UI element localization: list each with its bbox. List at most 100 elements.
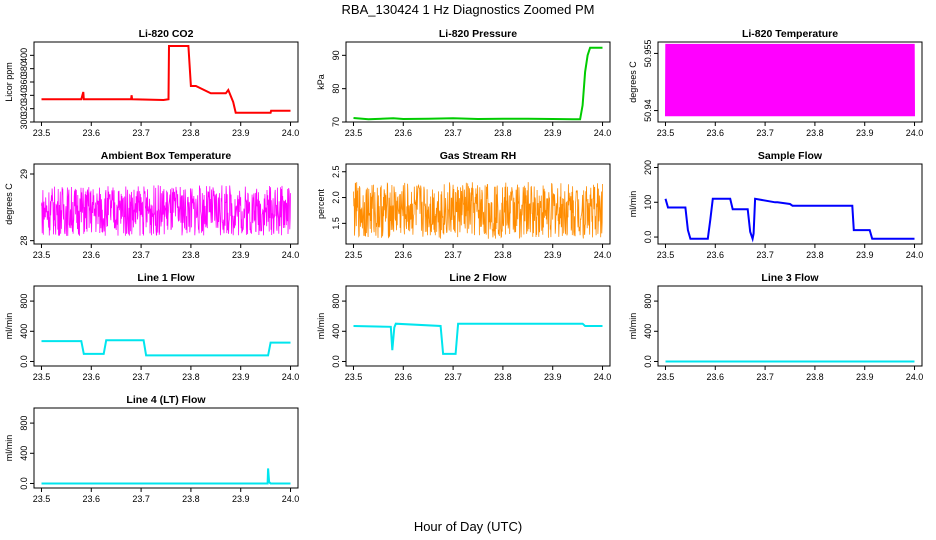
series-line (41, 45, 291, 114)
plot-frame (345, 285, 611, 367)
x-tick-label: 23.5 (657, 250, 675, 260)
y-tick-label: 300 (19, 114, 29, 129)
panel-title: Line 2 Flow (449, 272, 507, 284)
y-tick-label: 0.0 (643, 355, 653, 368)
x-tick-label: 24.0 (282, 128, 300, 138)
figure-title: RBA_130424 1 Hz Diagnostics Zoomed PM (342, 2, 595, 17)
plot-frame (657, 163, 923, 245)
y-tick-label: 2.5 (331, 165, 341, 178)
plot-frame (33, 285, 299, 367)
x-tick-label: 24.0 (906, 128, 924, 138)
x-tick-label: 23.8 (494, 372, 512, 382)
x-tick-label: 23.9 (232, 372, 250, 382)
panel: Li-820 CO2 Licor ppm 23.5 23.6 23.7 23.8 23.9 2… (4, 28, 299, 138)
y-axis-label: kPa (316, 74, 326, 90)
panel-title: Li-820 CO2 (139, 28, 194, 40)
y-tick-label: 90 (331, 50, 341, 60)
y-tick-label: 400 (331, 324, 341, 339)
x-tick-label: 23.6 (83, 128, 101, 138)
panel: Li-820 Temperature degrees C 23.5 23.6 23.7 2… (628, 28, 923, 138)
y-axis-label: degrees C (4, 183, 14, 225)
x-tick-label: 23.7 (132, 372, 150, 382)
data-series (41, 185, 291, 236)
data-series (353, 322, 603, 355)
x-tick-label: 24.0 (906, 372, 924, 382)
series-line (41, 339, 291, 357)
panel-title: Ambient Box Temperature (101, 150, 232, 162)
x-tick-label: 23.8 (182, 494, 200, 504)
series-line (353, 46, 603, 121)
x-tick-label: 23.8 (182, 128, 200, 138)
y-tick-label: 28 (19, 236, 29, 246)
x-tick-label: 23.6 (707, 372, 725, 382)
y-axis-label: percent (316, 188, 326, 219)
y-tick-label: 70 (331, 117, 341, 127)
series-line (353, 182, 603, 239)
series-line (353, 322, 603, 355)
x-tick-label: 23.6 (83, 250, 101, 260)
data-series (353, 46, 603, 121)
y-tick-label: 100 (643, 195, 653, 210)
y-tick-label: 380 (19, 61, 29, 76)
y-tick-label: 800 (19, 416, 29, 431)
x-tick-label: 23.6 (707, 128, 725, 138)
data-series (664, 197, 915, 243)
series-line (664, 197, 915, 243)
x-tick-label: 23.5 (657, 372, 675, 382)
x-tick-label: 24.0 (594, 250, 612, 260)
plot-frame (345, 41, 611, 123)
x-tick-label: 23.9 (544, 250, 562, 260)
x-tick-label: 23.5 (345, 128, 363, 138)
x-tick-label: 23.9 (544, 128, 562, 138)
panel: Li-820 Pressure kPa 23.5 23.6 23.7 23.8 23.9 24… (316, 28, 611, 138)
x-tick-label: 24.0 (594, 372, 612, 382)
data-series (353, 182, 603, 239)
x-tick-label: 24.0 (282, 494, 300, 504)
x-tick-label: 23.5 (33, 372, 51, 382)
x-tick-label: 23.6 (83, 372, 101, 382)
x-tick-label: 23.5 (345, 250, 363, 260)
x-tick-label: 23.7 (444, 250, 462, 260)
y-tick-label: 80 (331, 84, 341, 94)
y-tick-label: 400 (19, 446, 29, 461)
x-tick-label: 23.7 (132, 250, 150, 260)
x-tick-label: 24.0 (282, 250, 300, 260)
panel: Line 1 Flow ml/min 23.5 23.6 23.7 23.8 23.9 24.… (4, 272, 299, 382)
data-series (41, 468, 291, 485)
x-tick-label: 24.0 (906, 250, 924, 260)
plot-frame (33, 407, 299, 489)
panel-title: Li-820 Temperature (742, 28, 838, 40)
panel: Gas Stream RH percent 23.5 23.6 23.7 23.8 23.9… (316, 150, 611, 260)
x-tick-label: 23.6 (395, 250, 413, 260)
y-tick-label: 400 (643, 324, 653, 339)
x-tick-label: 23.9 (232, 250, 250, 260)
plot-frame (657, 41, 923, 123)
x-tick-label: 23.8 (806, 250, 824, 260)
panel: Line 2 Flow ml/min 23.5 23.6 23.7 23.8 23.9 24.… (316, 272, 611, 382)
y-tick-label: 29 (19, 169, 29, 179)
x-tick-label: 23.6 (707, 250, 725, 260)
x-tick-label: 23.9 (856, 128, 874, 138)
y-axis-label: ml/min (628, 191, 638, 218)
series-line (665, 43, 915, 117)
x-tick-label: 24.0 (282, 372, 300, 382)
x-tick-label: 23.9 (232, 128, 250, 138)
x-tick-label: 23.5 (33, 128, 51, 138)
y-tick-label: 800 (643, 294, 653, 309)
x-tick-label: 23.9 (232, 494, 250, 504)
x-tick-label: 23.8 (494, 128, 512, 138)
x-tick-label: 24.0 (594, 128, 612, 138)
x-tick-label: 23.5 (33, 250, 51, 260)
x-tick-label: 23.9 (856, 372, 874, 382)
x-tick-label: 23.8 (806, 372, 824, 382)
y-tick-label: 50.94 (643, 99, 653, 122)
y-tick-label: 2.0 (331, 191, 341, 204)
x-tick-label: 23.7 (756, 372, 774, 382)
y-tick-label: 0.0 (643, 231, 653, 244)
data-series (665, 43, 915, 117)
x-tick-label: 23.7 (756, 250, 774, 260)
x-tick-label: 23.9 (856, 250, 874, 260)
panel: Sample Flow ml/min 23.5 23.6 23.7 23.8 23.9 24.… (628, 150, 923, 260)
x-tick-label: 23.6 (395, 372, 413, 382)
